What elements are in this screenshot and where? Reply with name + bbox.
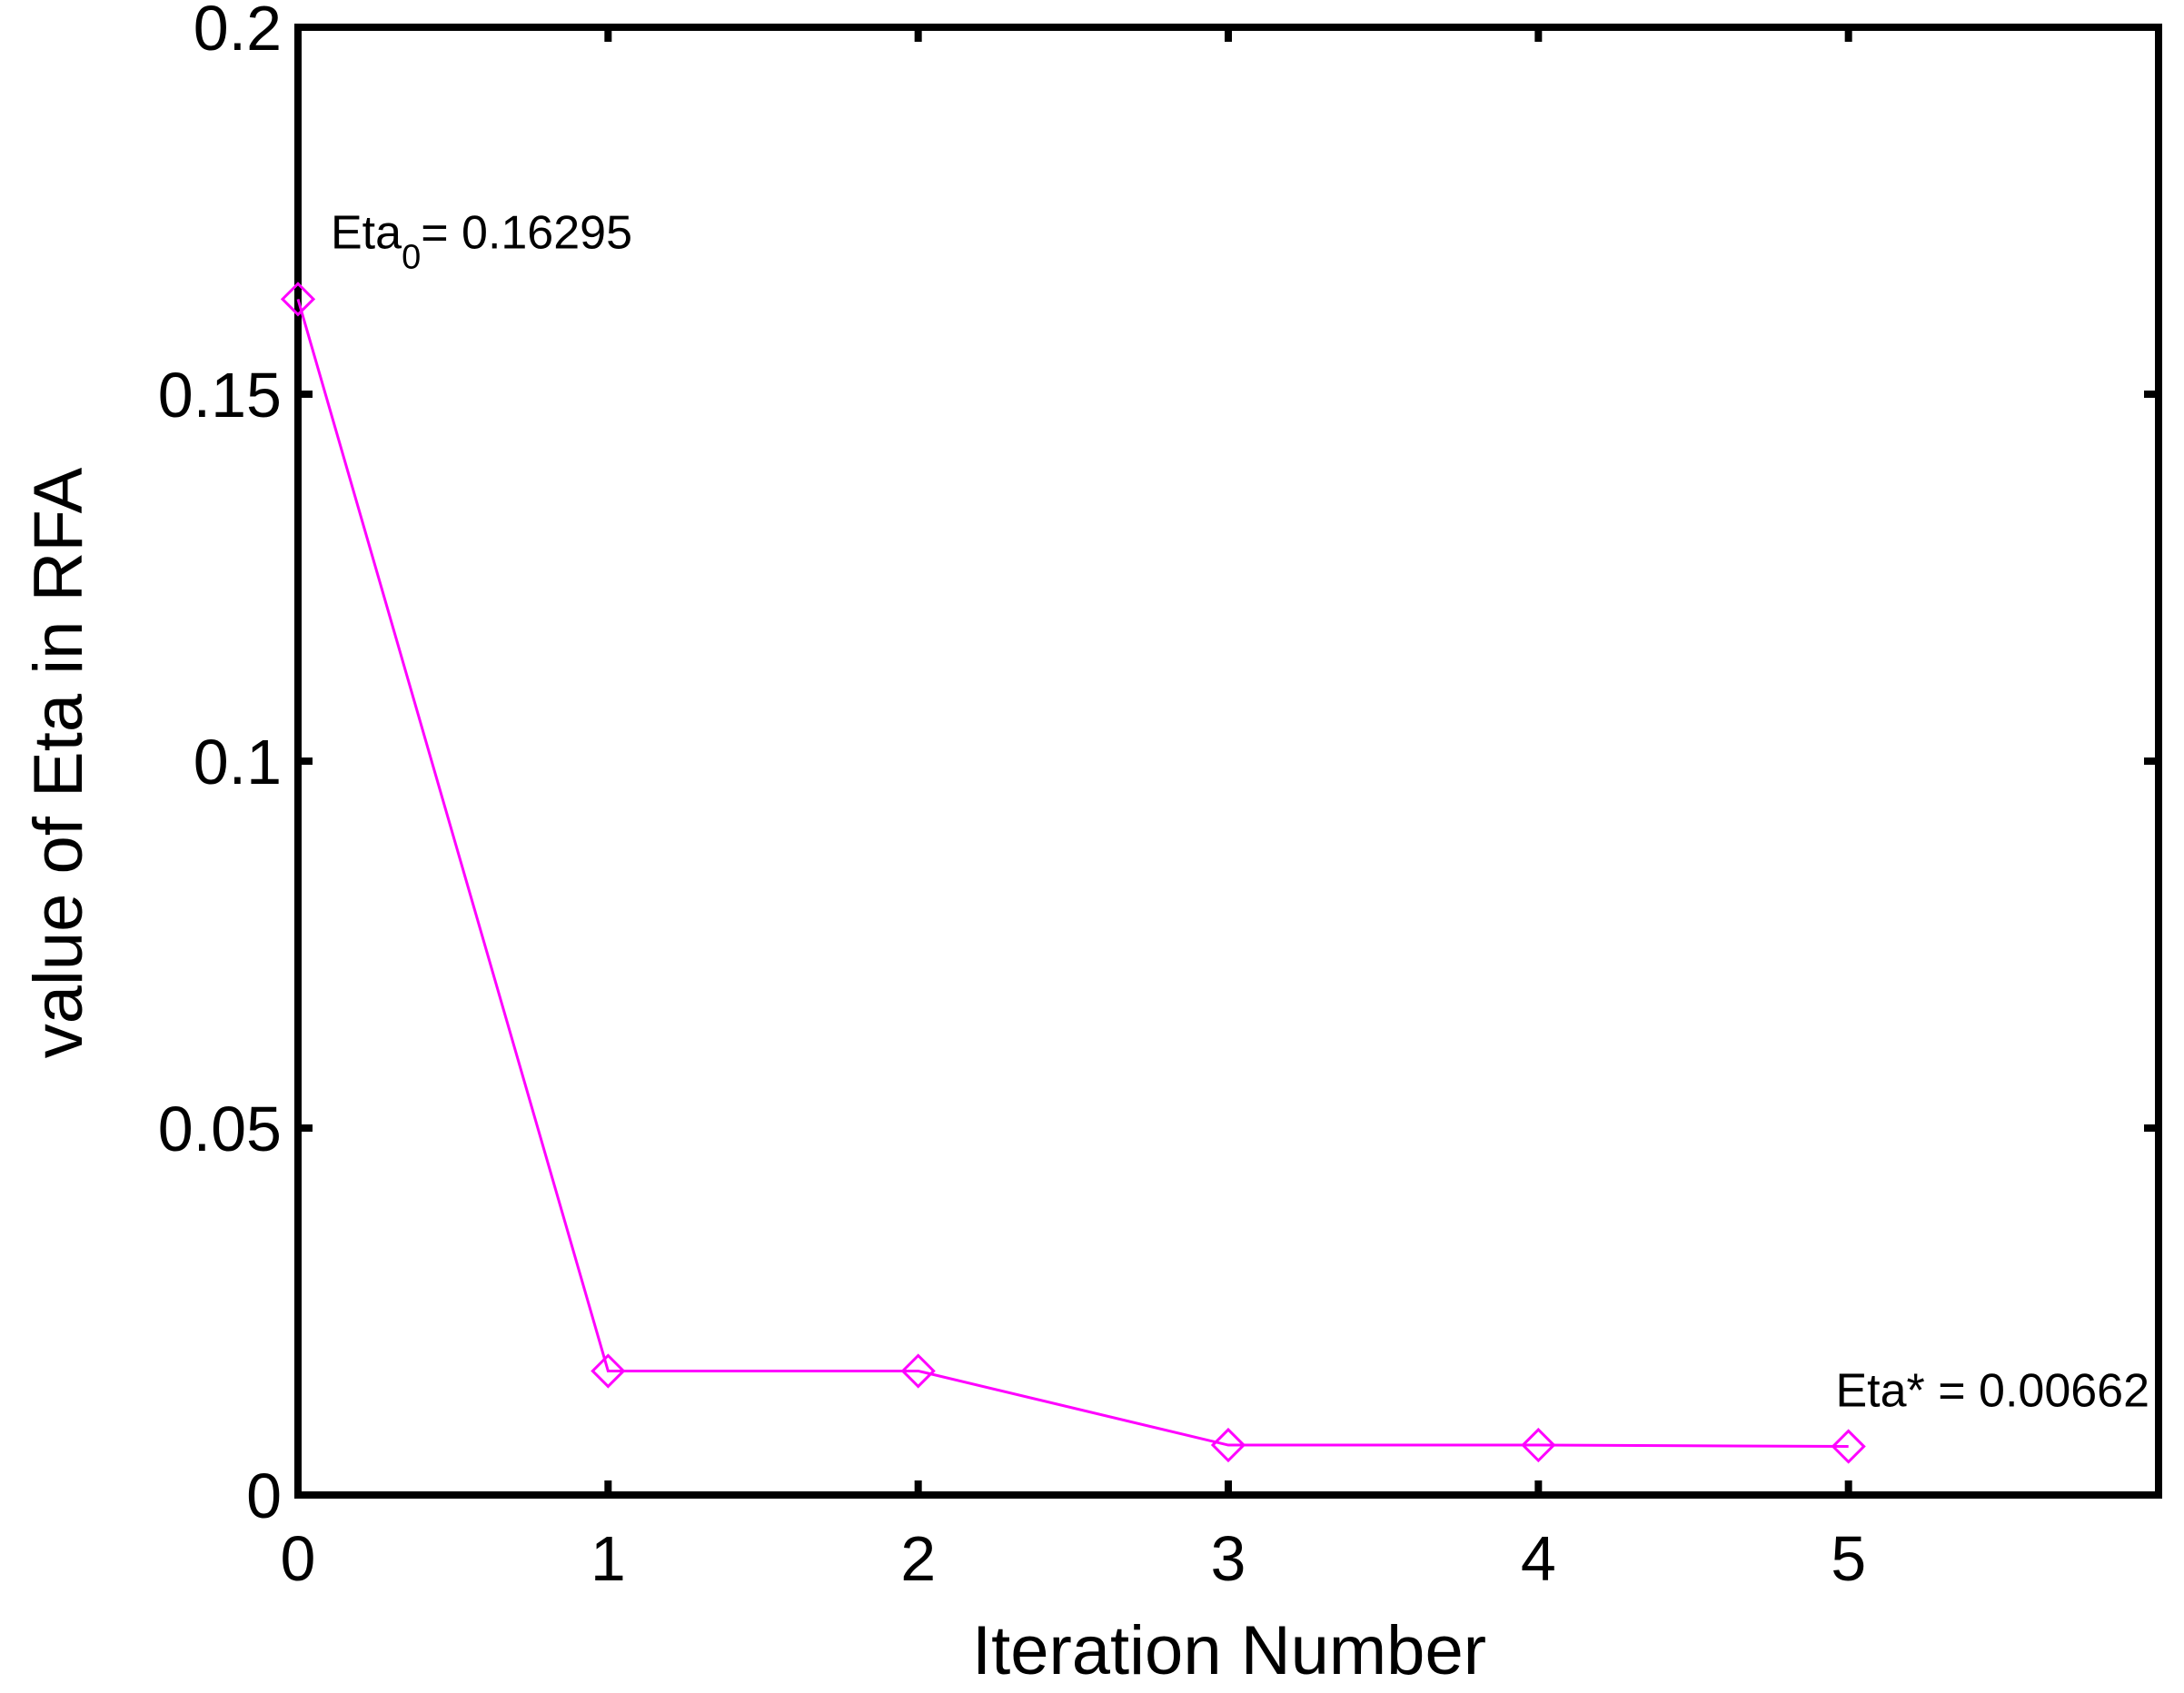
data-point-marker bbox=[591, 1353, 626, 1389]
data-point-marker bbox=[280, 282, 316, 317]
data-point-marker bbox=[1210, 1427, 1246, 1463]
y-tick-label: 0.2 bbox=[194, 0, 282, 64]
series-layer bbox=[280, 282, 1866, 1464]
x-tick-label: 2 bbox=[900, 1523, 936, 1594]
tick-labels: 0 1 2 3 4 5 0 0.05 0.1 0.15 0.2 bbox=[158, 0, 1866, 1594]
axis-ticks bbox=[294, 24, 2159, 1499]
y-tick-label: 0 bbox=[246, 1460, 282, 1531]
x-tick-label: 1 bbox=[591, 1523, 626, 1594]
annotation-eta-star: Eta* = 0.00662 bbox=[1835, 1365, 2149, 1418]
x-axis-label: Iteration Number bbox=[972, 1612, 1486, 1689]
y-tick-label: 0.05 bbox=[158, 1094, 282, 1164]
annotation-eta0: Eta0= 0.16295 bbox=[331, 206, 632, 276]
x-tick-label: 0 bbox=[281, 1523, 316, 1594]
x-tick-label: 4 bbox=[1521, 1523, 1556, 1594]
series-line bbox=[296, 298, 1849, 1449]
y-tick-label: 0.1 bbox=[194, 727, 282, 797]
annotations: Eta0= 0.16295 Eta* = 0.00662 bbox=[331, 206, 2149, 1417]
data-point-marker bbox=[1521, 1427, 1556, 1463]
data-point-marker bbox=[900, 1353, 936, 1389]
y-tick-label: 0.15 bbox=[158, 360, 282, 431]
x-tick-label: 5 bbox=[1831, 1523, 1866, 1594]
x-tick-label: 3 bbox=[1211, 1523, 1246, 1594]
y-axis-label: value of Eta in RFA bbox=[20, 467, 97, 1058]
data-point-marker bbox=[1831, 1429, 1866, 1464]
